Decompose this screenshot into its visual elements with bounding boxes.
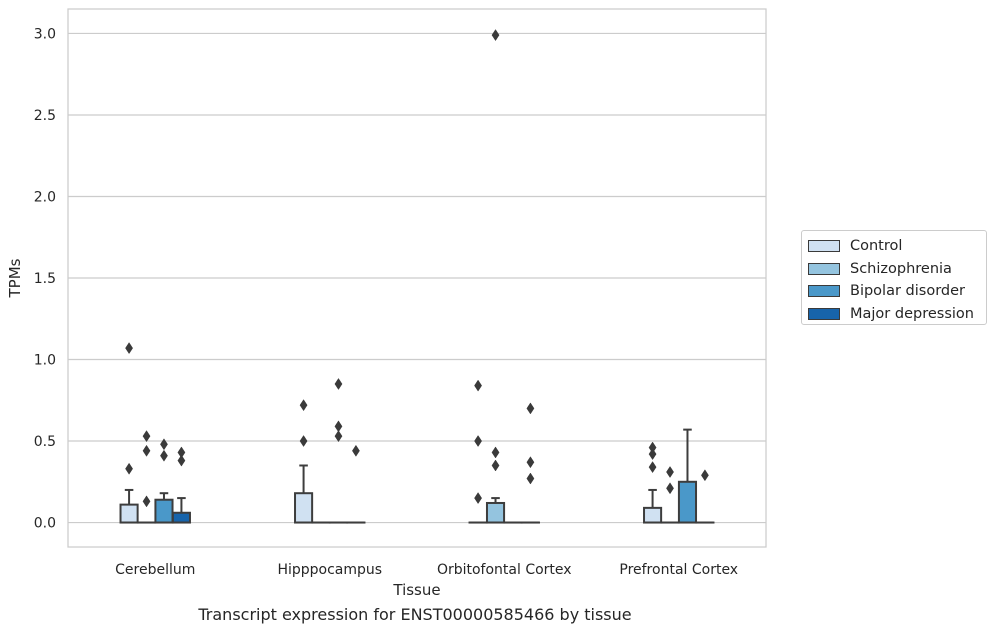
x-tick-labels: Cerebellum Hipppocampus Orbitofontal Corte… — [115, 562, 738, 578]
outlier-point — [526, 456, 535, 469]
outlier-point — [125, 342, 133, 355]
box-body — [154, 498, 174, 524]
y-axis-label: TPMs — [6, 258, 24, 298]
outlier-point — [299, 399, 308, 412]
legend-swatch — [808, 285, 840, 298]
box-major-depression — [171, 497, 191, 524]
outlier-point — [666, 466, 674, 478]
box-body — [119, 503, 139, 524]
outlier-point — [334, 378, 343, 390]
x-axis-label: Tissue — [392, 581, 440, 599]
y-tick-label: 3.0 — [34, 26, 56, 42]
legend-label: Bipolar disorder — [850, 283, 965, 300]
y-tick-labels: 0.0 0.5 1.0 1.5 2.0 2.5 3.0 — [34, 26, 56, 531]
outlier-point — [491, 459, 500, 472]
box-schizophrenia — [485, 497, 506, 524]
y-tick-label: 0.5 — [34, 434, 56, 450]
outlier-point — [526, 402, 535, 415]
box-body — [643, 506, 663, 524]
outlier-point — [648, 461, 657, 474]
outliers-layer — [125, 29, 709, 508]
box-body — [677, 480, 698, 524]
outlier-point — [142, 430, 151, 443]
legend-item-bipolar-disorder: Bipolar disorder — [808, 280, 980, 303]
y-tick-label: 2.0 — [34, 189, 56, 205]
legend-label: Control — [850, 238, 903, 255]
box-plot-chart: 0.0 0.5 1.0 1.5 2.0 2.5 3.0 Cerebellum Hipppoca… — [6, 8, 767, 599]
outlier-point — [474, 492, 482, 505]
chart-caption: Transcript expression for ENST0000058546… — [198, 605, 632, 624]
legend: Control Schizophrenia Bipolar disorder M… — [801, 230, 987, 325]
y-tick-label: 0.0 — [34, 516, 56, 532]
box-control — [643, 488, 663, 524]
box-bipolar-disorder — [677, 428, 698, 524]
boxes-layer — [119, 428, 715, 524]
box-body — [171, 511, 191, 524]
legend-item-schizophrenia: Schizophrenia — [808, 258, 980, 281]
x-tick-label: Prefrontal Cortex — [619, 562, 738, 578]
plot-frame — [67, 8, 767, 548]
box-control — [119, 488, 139, 524]
outlier-point — [701, 469, 709, 482]
legend-item-major-depression: Major depression — [808, 303, 980, 326]
outlier-point — [125, 462, 133, 475]
outlier-point — [352, 444, 360, 457]
outlier-point — [491, 29, 500, 42]
outlier-point — [474, 379, 482, 392]
outlier-point — [334, 430, 343, 443]
outlier-point — [648, 448, 657, 461]
x-tick-label: Hipppocampus — [277, 562, 382, 578]
x-tick-label: Cerebellum — [115, 562, 195, 578]
box-body — [485, 501, 506, 524]
box-control — [294, 464, 314, 524]
legend-label: Schizophrenia — [850, 260, 952, 277]
gridlines — [68, 32, 766, 524]
box-bipolar-disorder — [154, 492, 174, 524]
legend-swatch — [808, 240, 840, 253]
outlier-point — [142, 444, 151, 457]
y-tick-label: 1.0 — [34, 353, 56, 369]
y-tick-label: 2.5 — [34, 108, 56, 124]
outlier-point — [160, 449, 168, 462]
legend-swatch — [808, 262, 840, 275]
y-tick-label: 1.5 — [34, 271, 56, 287]
legend-swatch — [808, 307, 840, 320]
outlier-point — [474, 435, 482, 447]
x-tick-label: Orbitofontal Cortex — [437, 562, 572, 578]
outlier-point — [491, 446, 500, 459]
legend-item-control: Control — [808, 235, 980, 258]
outlier-point — [142, 495, 151, 508]
legend-label: Major depression — [850, 305, 974, 322]
outlier-point — [299, 435, 308, 447]
box-body — [294, 492, 314, 524]
outlier-point — [666, 482, 674, 495]
outlier-point — [526, 472, 535, 485]
outlier-point — [177, 454, 186, 467]
